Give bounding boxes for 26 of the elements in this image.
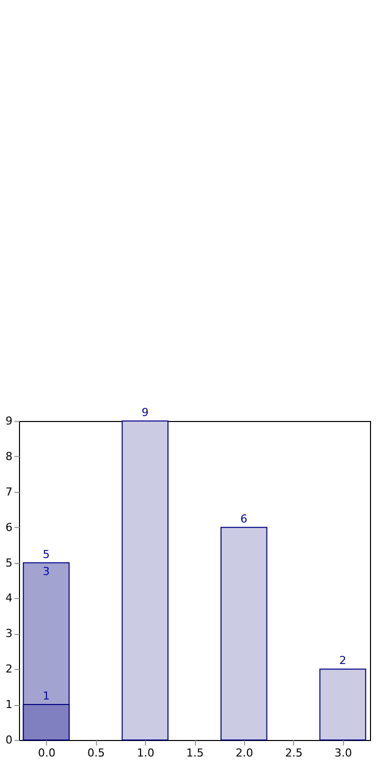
data-label: 6 — [240, 512, 248, 526]
bar — [319, 668, 366, 740]
bar — [122, 420, 168, 740]
data-label: 5 — [42, 548, 50, 561]
x-tick-label: 2.5 — [285, 746, 303, 760]
y-tick-label: 4 — [6, 592, 12, 605]
data-label: 9 — [142, 406, 149, 419]
y-tick-label: 8 — [6, 450, 12, 463]
x-tick-label: 0.0 — [38, 746, 56, 760]
y-tick-label: 3 — [6, 627, 12, 640]
x-tick-label: 3.0 — [334, 746, 352, 760]
bar — [220, 526, 268, 740]
y-tick-label: 5 — [6, 556, 12, 570]
data-label: 2 — [339, 654, 346, 668]
annotation: 3 — [42, 564, 50, 578]
x-tick-label: 1.0 — [136, 746, 154, 760]
y-tick-label: 1 — [6, 698, 12, 712]
y-tick-label: 7 — [6, 485, 12, 498]
data-label: 1 — [42, 690, 50, 703]
x-tick-label: 1.5 — [186, 746, 204, 760]
y-tick-label: 9 — [6, 414, 12, 428]
x-tick-label: 2.0 — [236, 746, 254, 760]
y-tick-label: 2 — [6, 662, 12, 676]
y-tick-label: 6 — [6, 520, 12, 534]
x-tick-label: 0.5 — [87, 746, 105, 760]
y-tick-label: 0 — [6, 734, 12, 746]
